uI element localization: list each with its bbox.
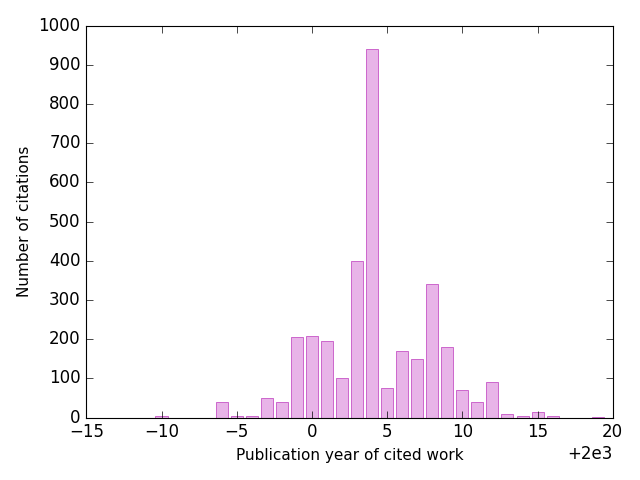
Bar: [592, 417, 604, 418]
X-axis label: Publication year of cited work: Publication year of cited work: [236, 448, 463, 463]
Bar: [366, 49, 378, 418]
Bar: [547, 417, 559, 418]
Bar: [306, 336, 318, 418]
Bar: [246, 416, 258, 418]
Bar: [336, 378, 348, 418]
Bar: [276, 402, 288, 418]
Bar: [230, 416, 243, 418]
Y-axis label: Number of citations: Number of citations: [17, 146, 31, 297]
Bar: [260, 398, 273, 418]
Bar: [216, 402, 228, 418]
Bar: [426, 284, 438, 418]
Bar: [396, 351, 408, 418]
Bar: [442, 347, 453, 418]
Bar: [472, 402, 483, 418]
Bar: [532, 412, 543, 418]
Bar: [516, 416, 529, 418]
Bar: [412, 359, 423, 418]
Bar: [502, 414, 513, 418]
Bar: [381, 388, 393, 418]
Bar: [351, 261, 363, 418]
Bar: [456, 390, 468, 418]
Bar: [291, 337, 303, 418]
Bar: [156, 417, 168, 418]
Bar: [321, 341, 333, 418]
Bar: [486, 383, 499, 418]
